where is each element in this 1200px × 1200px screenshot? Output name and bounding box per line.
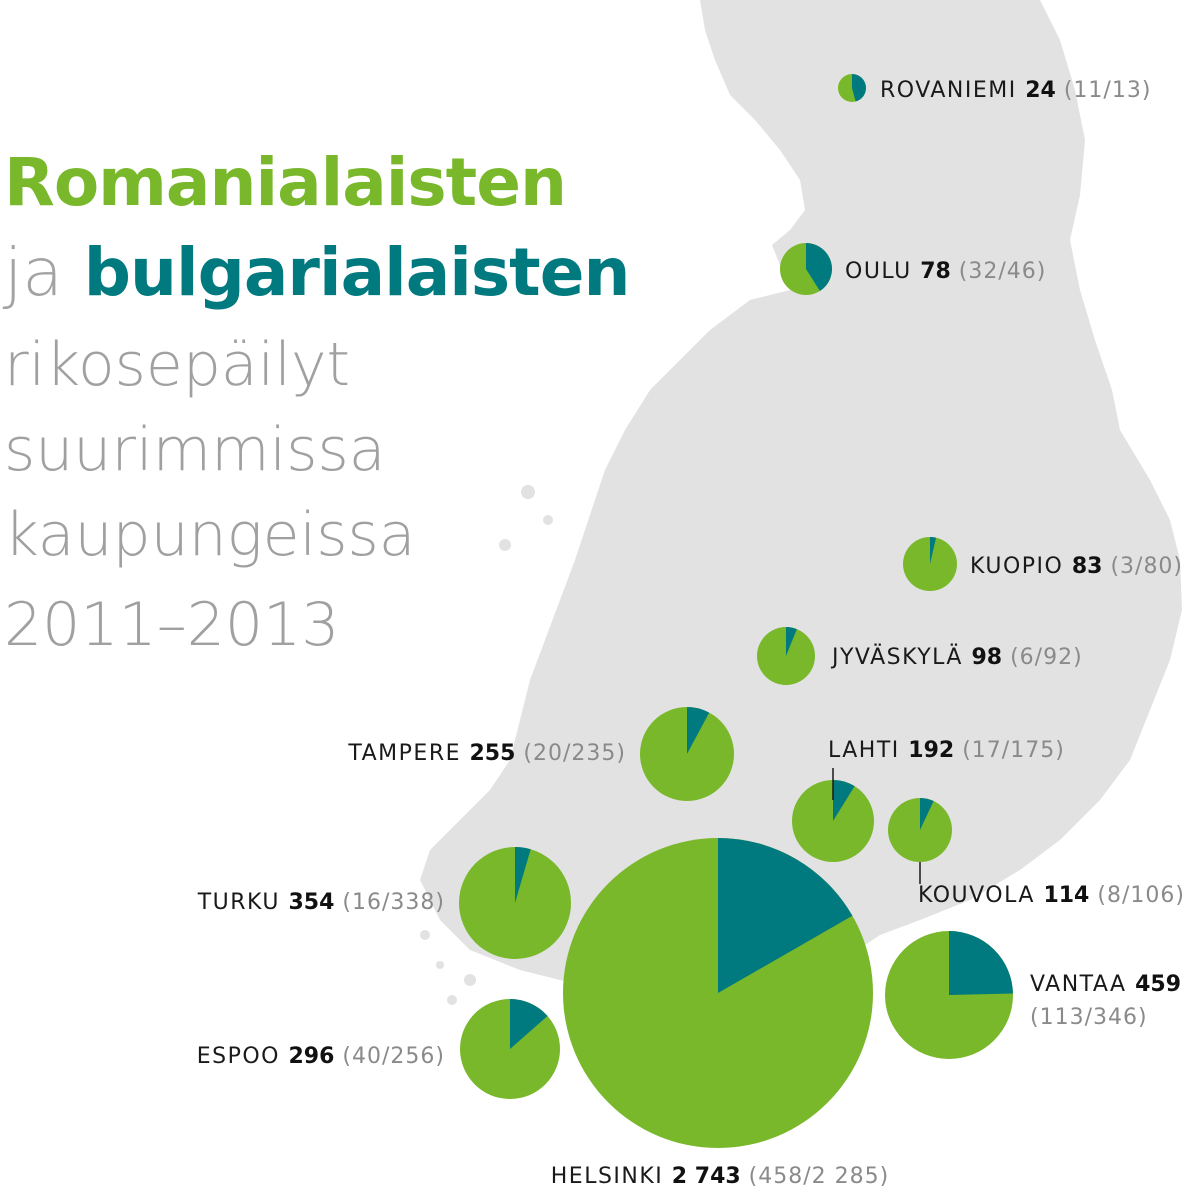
city-label-espoo: ESPOO 296 (40/256) xyxy=(197,1044,445,1069)
city-total-kouvola: 114 xyxy=(1043,883,1089,908)
city-total-turku: 354 xyxy=(289,890,335,915)
city-total-helsinki: 2 743 xyxy=(672,1164,741,1189)
city-total-oulu: 78 xyxy=(920,259,951,284)
city-name-lahti: LAHTI xyxy=(828,738,908,763)
city-name-jyvaskyla: JYVÄSKYLÄ xyxy=(830,644,971,670)
city-label-tampere: TAMPERE 255 (20/235) xyxy=(347,741,626,766)
title-line-2: ja bulgarialaisten xyxy=(4,240,630,306)
pie-bulgarian-kuopio xyxy=(930,537,937,564)
city-label-rovaniemi: ROVANIEMI 24 (11/13) xyxy=(880,78,1151,103)
city-detail-espoo: (40/256) xyxy=(334,1044,445,1069)
pie-bulgarian-kouvola xyxy=(920,798,934,830)
pie-bulgarian-tampere xyxy=(687,707,710,754)
city-labels: ROVANIEMI 24 (11/13) OULU 78 (32/46) KUOPI… xyxy=(197,78,1185,1189)
city-name-espoo: ESPOO xyxy=(197,1044,289,1069)
city-label-jyvaskyla: JYVÄSKYLÄ 98 (6/92) xyxy=(830,644,1083,670)
pie-bulgarian-vantaa xyxy=(949,931,1013,995)
pie-bulgarian-jyvaskyla xyxy=(786,627,797,656)
city-label-helsinki: HELSINKI 2 743 (458/2 285) xyxy=(551,1164,889,1189)
city-total-kuopio: 83 xyxy=(1072,554,1103,579)
city-total-lahti: 192 xyxy=(908,738,954,763)
city-name-oulu: OULU xyxy=(845,259,920,284)
title-ja: ja xyxy=(4,234,63,311)
city-detail-rovaniemi: (11/13) xyxy=(1056,78,1152,103)
title-line-6: 2011–2013 xyxy=(4,590,340,660)
city-detail-kuopio: (3/80) xyxy=(1102,554,1183,579)
city-total-rovaniemi: 24 xyxy=(1025,78,1056,103)
title-romanians: Romanialaisten xyxy=(4,144,567,221)
city-total-tampere: 255 xyxy=(470,741,516,766)
pie-bulgarian-oulu xyxy=(806,243,832,291)
city-detail-jyvaskyla: (6/92) xyxy=(1002,645,1083,670)
title-bulgarians: bulgarialaisten xyxy=(83,234,631,311)
city-name-helsinki: HELSINKI xyxy=(551,1164,672,1189)
pie-bulgarian-lahti xyxy=(833,780,855,821)
city-name-kuopio: KUOPIO xyxy=(970,554,1072,579)
city-name-turku: TURKU xyxy=(197,890,289,915)
city-total-jyvaskyla: 98 xyxy=(971,645,1002,670)
city-name-rovaniemi: ROVANIEMI xyxy=(880,78,1025,103)
city-label-lahti: LAHTI 192 (17/175) xyxy=(828,738,1065,763)
city-detail-oulu: (32/46) xyxy=(951,259,1047,284)
city-label-kuopio: KUOPIO 83 (3/80) xyxy=(970,554,1183,579)
city-label-turku: TURKU 354 (16/338) xyxy=(197,890,445,915)
title-line-4: suurimmissa xyxy=(4,415,386,485)
pie-bulgarian-turku xyxy=(515,847,531,903)
city-label-vantaa: VANTAA 459 xyxy=(1030,972,1181,997)
title-line-5: kaupungeissa xyxy=(4,500,416,570)
city-label-kouvola: KOUVOLA 114 (8/106) xyxy=(918,883,1185,908)
city-detail-helsinki: (458/2 285) xyxy=(741,1164,890,1189)
city-total-vantaa: 459 xyxy=(1135,972,1181,997)
city-name-vantaa: VANTAA xyxy=(1030,972,1135,997)
city-total-espoo: 296 xyxy=(289,1044,335,1069)
pie-bulgarian-rovaniemi xyxy=(852,74,866,102)
city-detail-kouvola: (8/106) xyxy=(1089,883,1185,908)
pie-bulgarian-espoo xyxy=(510,999,548,1049)
city-detail-lahti: (17/175) xyxy=(954,738,1065,763)
city-detail-vantaa: (113/346) xyxy=(1030,1005,1148,1030)
city-detail-turku: (16/338) xyxy=(334,890,445,915)
title-line-3: rikosepäilyt xyxy=(4,330,351,400)
city-pie-charts xyxy=(459,74,1013,1148)
city-name-kouvola: KOUVOLA xyxy=(918,883,1043,908)
city-name-tampere: TAMPERE xyxy=(347,741,469,766)
city-label-oulu: OULU 78 (32/46) xyxy=(845,259,1046,284)
pie-bulgarian-helsinki xyxy=(718,838,853,993)
city-detail-tampere: (20/235) xyxy=(515,741,626,766)
